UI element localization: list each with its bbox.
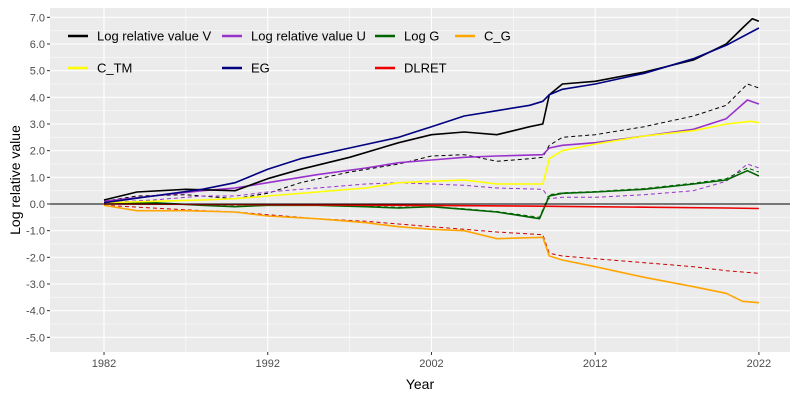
y-tick-label: -3.0 <box>26 279 45 291</box>
y-tick-label: 4.0 <box>30 92 45 104</box>
y-axis-ticks: -5.0 -4.0 -3.0 -2.0 -1.0 0.0 1.0 2.0 3.0 4.0 5.0 6.… <box>26 12 50 344</box>
minor-gridlines <box>50 8 790 352</box>
series-line-c-g <box>103 204 759 304</box>
y-tick-label: 6.0 <box>30 39 45 51</box>
y-tick-label: 0.0 <box>30 199 45 211</box>
legend-label-log-g: Log G <box>404 29 439 44</box>
legend-label-c-g: C_G <box>484 29 511 44</box>
series-line-log-g <box>103 169 760 220</box>
series-line-c-g-dashed <box>103 204 759 274</box>
plot-panel <box>50 8 790 352</box>
x-tick-label: 2012 <box>583 358 607 370</box>
legend-label-dlret: DLRET <box>404 61 447 76</box>
legend: Log relative value V Log relative value U… <box>68 29 511 76</box>
series-line-eg <box>103 27 760 204</box>
series-lines <box>103 17 760 304</box>
x-axis-ticks: 1982 1992 2002 2012 2022 <box>92 352 771 370</box>
y-tick-label: 7.0 <box>30 12 45 24</box>
series-line-c-tm <box>103 120 760 204</box>
y-tick-label: -2.0 <box>26 252 45 264</box>
y-tick-label: -5.0 <box>26 332 45 344</box>
x-tick-label: 1982 <box>92 358 116 370</box>
y-tick-label: 2.0 <box>30 146 45 158</box>
legend-label-c-tm: C_TM <box>97 61 132 76</box>
x-axis-title: Year <box>406 376 435 392</box>
series-line-log-relative-value-u <box>103 99 760 203</box>
y-tick-label: 3.0 <box>30 119 45 131</box>
series-line-dlret <box>103 203 759 210</box>
y-tick-label: 5.0 <box>30 66 45 78</box>
legend-label-log-relative-value-u: Log relative value U <box>251 29 366 44</box>
legend-label-eg: EG <box>251 61 270 76</box>
x-tick-label: 2002 <box>419 358 443 370</box>
y-axis-title: Log relative value <box>7 125 23 235</box>
series-line-log-relative-value-v-dashed <box>103 83 760 202</box>
y-tick-label: 1.0 <box>30 172 45 184</box>
x-tick-label: 2022 <box>747 358 771 370</box>
legend-label-log-relative-value-v: Log relative value V <box>97 29 212 44</box>
series-line-log-relative-value-u-dashed <box>103 163 760 204</box>
y-tick-label: -1.0 <box>26 226 45 238</box>
x-tick-label: 1992 <box>256 358 280 370</box>
y-tick-label: -4.0 <box>26 306 45 318</box>
